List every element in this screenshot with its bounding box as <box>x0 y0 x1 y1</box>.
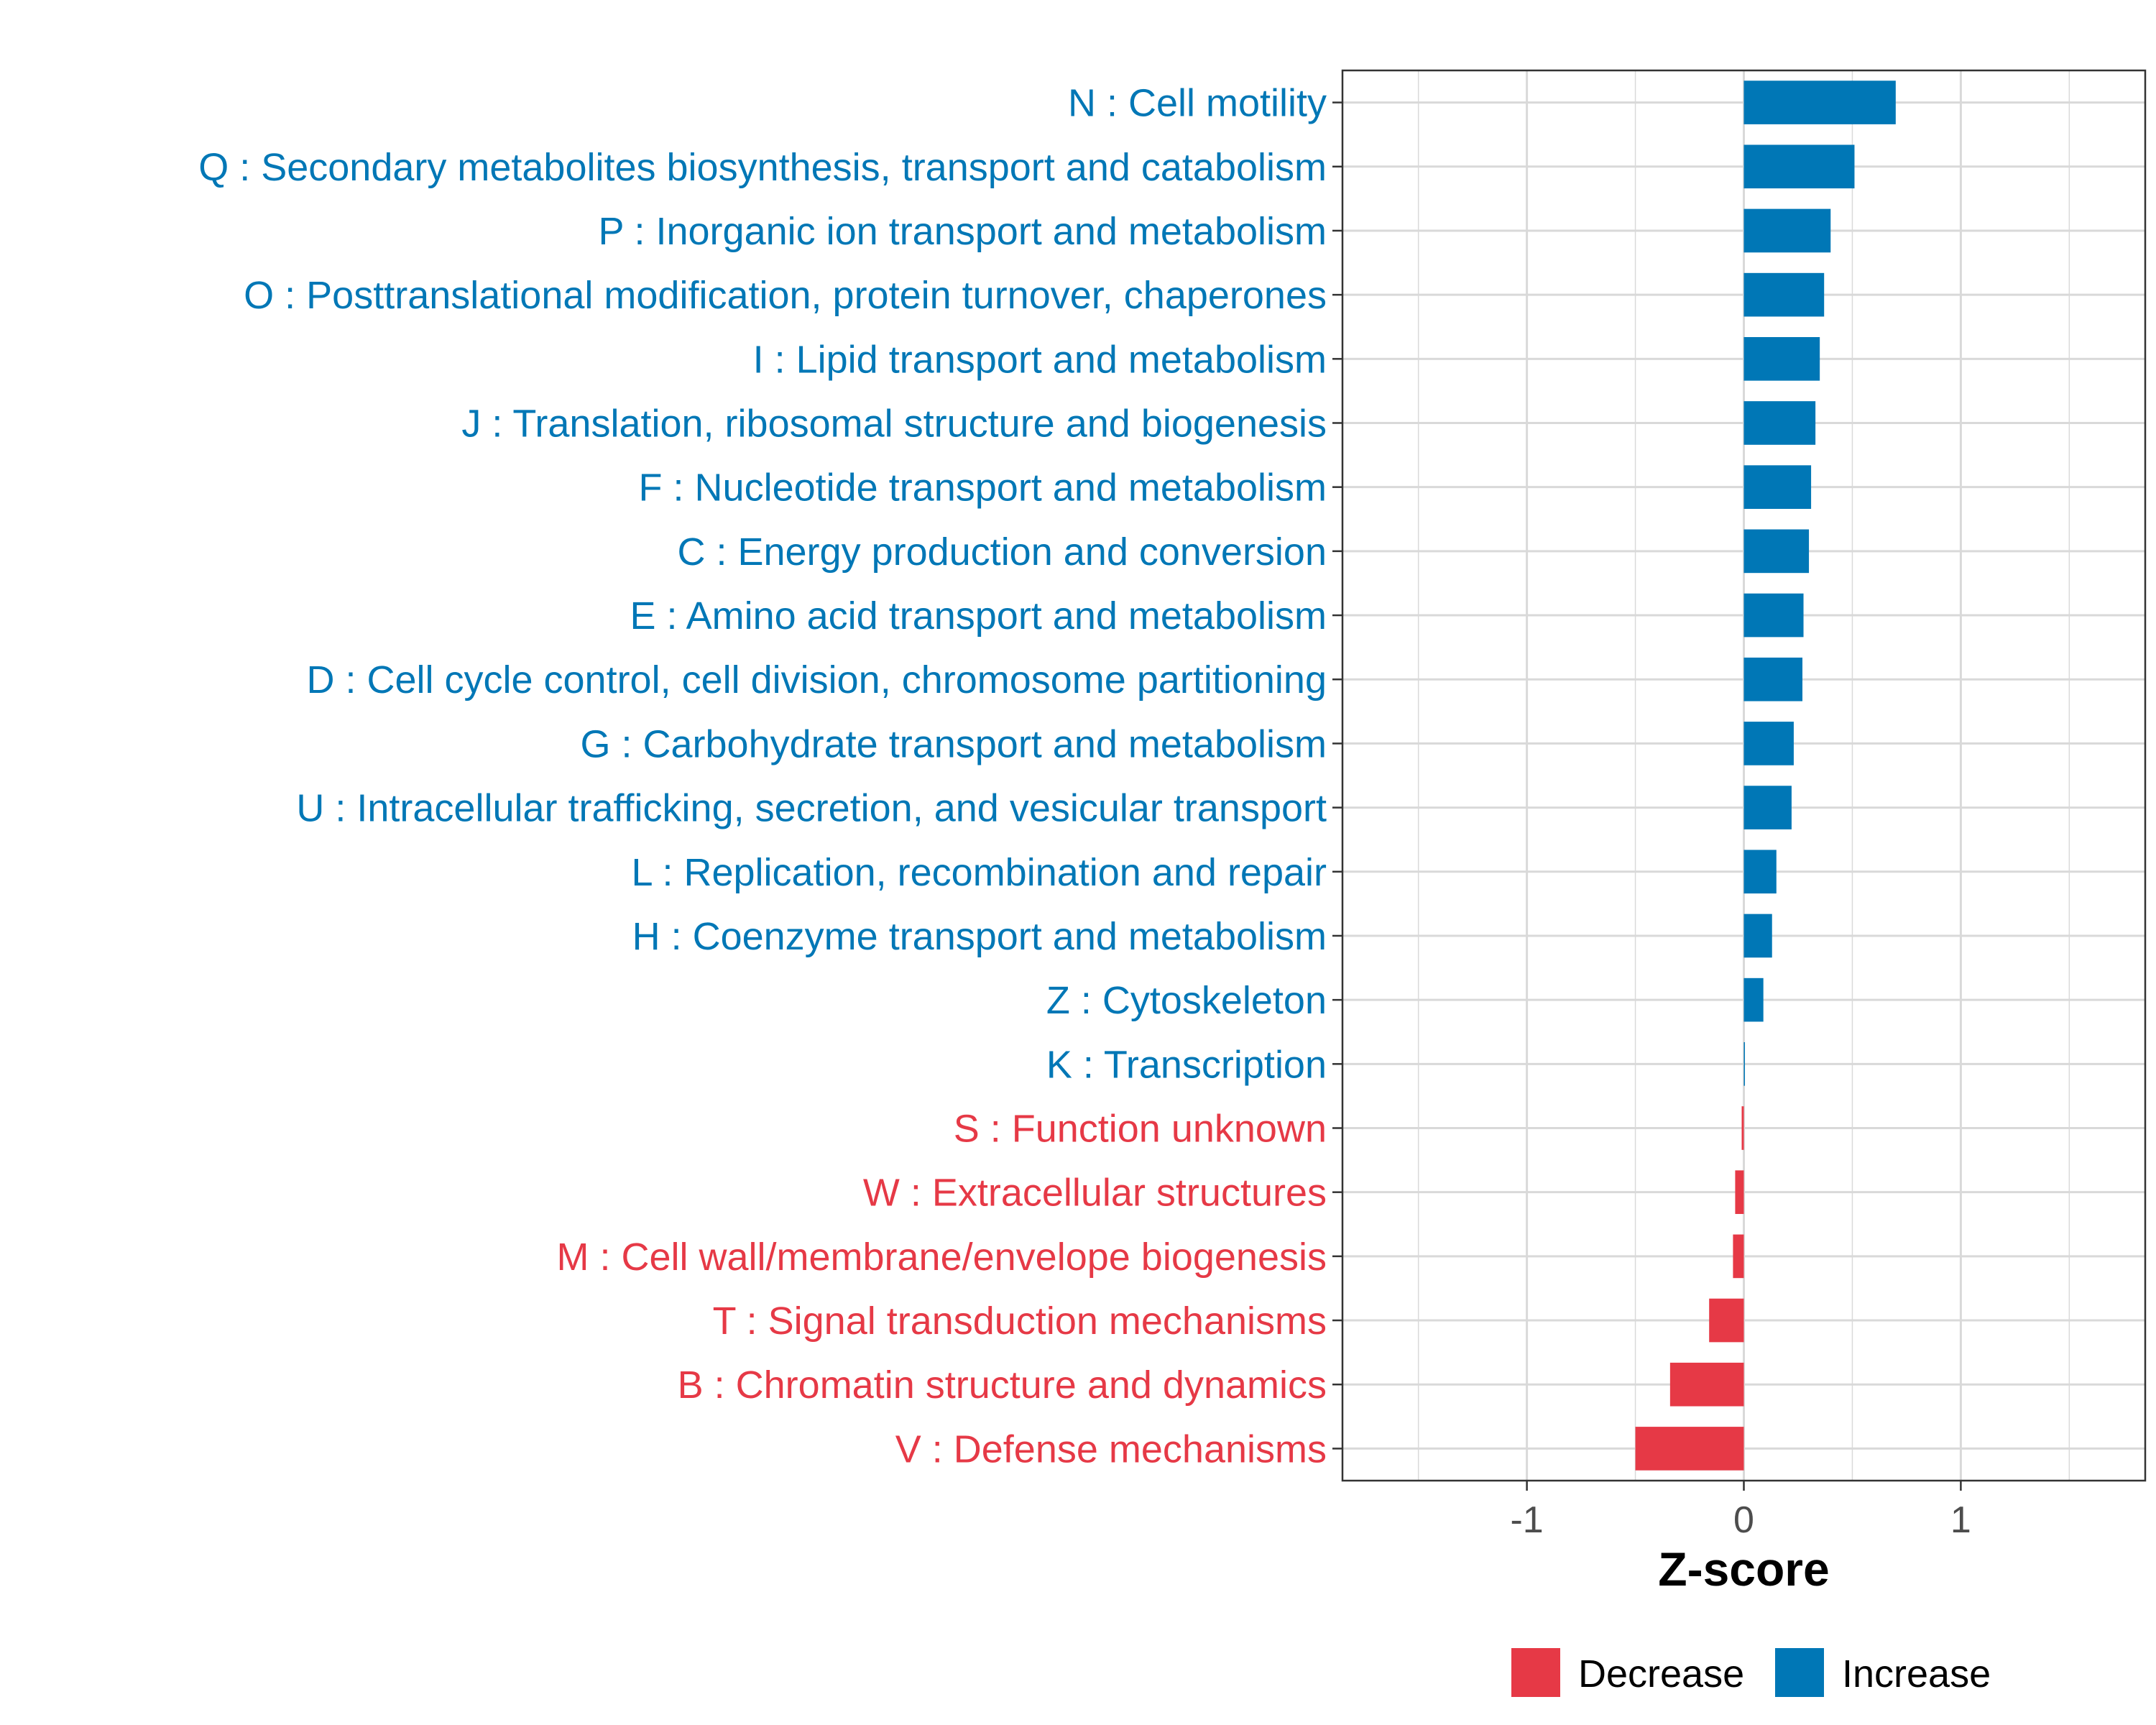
x-axis: -1 0 1 <box>1510 1481 1971 1541</box>
category-label: O : Posttranslational modification, prot… <box>244 274 1327 317</box>
legend-swatch-increase <box>1775 1648 1824 1697</box>
bar-h <box>1743 914 1772 958</box>
legend: Decrease Increase <box>1511 1648 1991 1697</box>
category-label: F : Nucleotide transport and metabolism <box>639 466 1327 510</box>
x-tick-label: -1 <box>1510 1499 1543 1541</box>
category-label: D : Cell cycle control, cell division, c… <box>306 658 1327 702</box>
category-label: J : Translation, ribosomal structure and… <box>461 402 1327 446</box>
bar-p <box>1743 208 1831 253</box>
category-label: P : Inorganic ion transport and metaboli… <box>598 210 1327 253</box>
bar-o <box>1743 272 1825 317</box>
category-label: B : Chromatin structure and dynamics <box>678 1363 1327 1407</box>
bar-c <box>1743 529 1810 574</box>
bar-j <box>1743 401 1816 445</box>
bar-g <box>1743 722 1794 765</box>
bar-w <box>1735 1170 1744 1215</box>
x-tick-label: 1 <box>1950 1499 1971 1541</box>
bar-k <box>1743 1041 1746 1086</box>
category-label: L : Replication, recombination and repai… <box>631 851 1327 894</box>
category-label: T : Signal transduction mechanisms <box>713 1300 1327 1343</box>
bar-e <box>1743 593 1804 638</box>
x-axis-title: Z-score <box>1658 1542 1829 1596</box>
category-label: M : Cell wall/membrane/envelope biogenes… <box>556 1236 1327 1279</box>
bar-f <box>1743 465 1812 510</box>
bar-u <box>1743 786 1792 829</box>
bar-z <box>1743 978 1764 1022</box>
category-label: E : Amino acid transport and metabolism <box>630 594 1327 638</box>
category-label: V : Defense mechanisms <box>895 1427 1327 1471</box>
category-label: H : Coenzyme transport and metabolism <box>632 915 1327 958</box>
legend-label-decrease: Decrease <box>1578 1652 1744 1696</box>
category-label: Q : Secondary metabolites biosynthesis, … <box>198 146 1327 189</box>
bar-i <box>1743 336 1820 381</box>
bars-layer <box>1635 80 1896 1471</box>
category-label: Z : Cytoskeleton <box>1046 979 1327 1022</box>
category-label: U : Intracellular trafficking, secretion… <box>296 787 1327 830</box>
category-label: I : Lipid transport and metabolism <box>753 338 1327 381</box>
bar-v <box>1635 1427 1744 1471</box>
bar-d <box>1743 657 1803 702</box>
bar-n <box>1743 80 1896 124</box>
category-labels: N : Cell motility Q : Secondary metabolit… <box>198 82 1342 1471</box>
bar-s <box>1741 1106 1744 1150</box>
category-label: C : Energy production and conversion <box>677 530 1327 574</box>
legend-swatch-decrease <box>1511 1648 1560 1697</box>
x-tick-label: 0 <box>1733 1499 1754 1541</box>
legend-label-increase: Increase <box>1842 1652 1991 1696</box>
bar-t <box>1709 1298 1744 1343</box>
category-label: W : Extracellular structures <box>863 1172 1327 1215</box>
bar-b <box>1669 1362 1744 1407</box>
bar-q <box>1743 144 1855 189</box>
bar-m <box>1733 1234 1744 1279</box>
bar-l <box>1743 850 1777 894</box>
category-label: N : Cell motility <box>1068 82 1327 125</box>
category-label: S : Function unknown <box>954 1108 1327 1151</box>
category-label: K : Transcription <box>1046 1043 1327 1086</box>
category-label: G : Carbohydrate transport and metabolis… <box>581 722 1327 765</box>
